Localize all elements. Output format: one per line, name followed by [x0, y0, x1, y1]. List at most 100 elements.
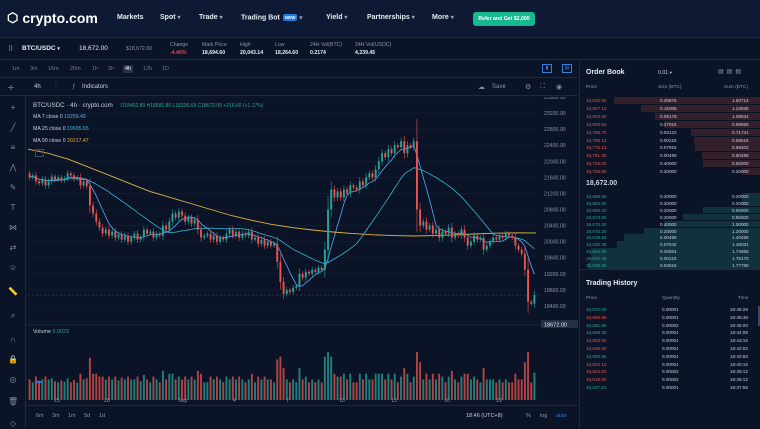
- ask-row[interactable]: 18,708.80 0.20000 0.20000: [580, 168, 760, 176]
- trend-line-icon[interactable]: ╱: [10, 123, 16, 132]
- trade-row[interactable]: 18,672.00 0.00001 18:46:29: [580, 306, 760, 313]
- nav-spot[interactable]: Spot ▾: [160, 14, 181, 21]
- bid-row[interactable]: 18,670.20 0.40000 1.00000: [580, 220, 760, 228]
- candles-icon[interactable]: ⫶: [55, 83, 57, 90]
- indicators-icon[interactable]: ƒ: [72, 83, 76, 90]
- tf-12h[interactable]: 12h: [143, 66, 153, 72]
- tf-20m[interactable]: 20m: [70, 66, 81, 72]
- precision-selector[interactable]: 0.01 ▾: [658, 70, 672, 76]
- grid-icon[interactable]: ⠿: [8, 46, 14, 53]
- depth-view-icon[interactable]: ▤: [562, 64, 572, 73]
- trade-price: 18,618.60: [586, 377, 607, 383]
- bid-row[interactable]: 18,620.38 0.07542 1.48031: [580, 241, 760, 248]
- nav-yield[interactable]: Yield ▾: [326, 14, 348, 21]
- percent-toggle[interactable]: %: [526, 413, 531, 419]
- ask-row[interactable]: 18,803.60 0.09179 1.08834: [580, 112, 760, 120]
- ask-row[interactable]: 18,775.12 0.07916 0.68403: [580, 144, 760, 152]
- collapse-icon[interactable]: ◇: [9, 419, 17, 428]
- collapse-legend-icon[interactable]: ⌃: [35, 149, 44, 157]
- ask-row[interactable]: 18,799.70 0.03123 0.71741: [580, 128, 760, 136]
- trade-row[interactable]: 18,681.86 0.00002 18:45:00: [580, 322, 760, 329]
- brush-icon[interactable]: ✎: [9, 183, 17, 192]
- bid-row[interactable]: 18,670.20 0.20000 1.20000: [580, 227, 760, 235]
- text-icon[interactable]: T: [10, 203, 16, 212]
- price-chart[interactable]: 23600.00 23200.00 22800.00 22400.00 22000.00…: [26, 97, 578, 405]
- trash-icon[interactable]: 🗑: [8, 397, 19, 406]
- trade-row[interactable]: 18,622.10 0.00001 18:40:16: [580, 361, 760, 368]
- measure-icon[interactable]: ⋈: [9, 223, 17, 232]
- brand-logo[interactable]: ⬡ crypto.com: [7, 10, 98, 26]
- volume-bar: [225, 376, 228, 400]
- bid-row[interactable]: 18,588.80 0.02616 1.77786: [580, 262, 760, 269]
- magnet-icon[interactable]: ∩: [10, 335, 16, 344]
- nav-markets[interactable]: Markets: [117, 14, 144, 21]
- bid-row[interactable]: 18,594.59 0.26924 1.74955: [580, 248, 760, 255]
- pattern-icon[interactable]: ⋀: [9, 163, 17, 172]
- refer-button[interactable]: Refer and Get $2,000: [473, 12, 535, 26]
- tf-1m[interactable]: 1m: [12, 66, 20, 72]
- tf-1h[interactable]: 1h: [92, 66, 99, 72]
- trade-row[interactable]: 18,650.86 0.00001 18:40:50: [580, 353, 760, 360]
- trade-row[interactable]: 18,660.56 0.00001 18:45:46: [580, 314, 760, 321]
- log-toggle[interactable]: log: [540, 413, 548, 419]
- lock-icon[interactable]: 🔒: [8, 355, 18, 364]
- trade-row[interactable]: 18,618.60 0.00002 18:38:12: [580, 376, 760, 383]
- auto-toggle[interactable]: auto: [556, 413, 567, 419]
- range-1m[interactable]: 1m: [68, 413, 76, 419]
- candle-body: [457, 233, 460, 236]
- fib-icon[interactable]: ≡: [10, 143, 16, 152]
- bid-row[interactable]: 18,684.60 0.20000 0.20000: [580, 199, 760, 207]
- settings-icon[interactable]: ⚙: [525, 84, 532, 91]
- bid-row[interactable]: 18,639.93 0.00489 1.40489: [580, 234, 760, 241]
- candle-body: [466, 237, 469, 246]
- bid-row[interactable]: 18,686.50 0.20000 0.20000: [580, 193, 760, 200]
- tf-2h[interactable]: 2h: [108, 66, 115, 72]
- forecast-icon[interactable]: ⇄: [9, 243, 17, 252]
- ask-row[interactable]: 18,722.00 0.40000 0.60000: [580, 160, 760, 168]
- trade-row[interactable]: 18,668.30 0.00001 18:44:08: [580, 329, 760, 336]
- nav-partnerships[interactable]: Partnerships ▾: [367, 14, 415, 21]
- ask-row[interactable]: 18,800.91 0.27916 0.99655: [580, 120, 760, 128]
- tf-1d[interactable]: 1D: [162, 66, 170, 72]
- volume-bar: [165, 379, 168, 400]
- tf-3m[interactable]: 3m: [30, 66, 38, 72]
- save-button[interactable]: Save: [492, 84, 506, 90]
- bid-row[interactable]: 18,680.20 0.20000 0.60000: [580, 206, 760, 214]
- candlestick-view-icon[interactable]: ▮: [542, 64, 552, 73]
- ask-row[interactable]: 18,810.80 0.26876 1.50714: [580, 97, 760, 104]
- indicators-button[interactable]: Indicators: [82, 84, 109, 90]
- ruler-icon[interactable]: 📏: [8, 287, 18, 296]
- trade-row[interactable]: 18,637.51 0.00001 18:37:55: [580, 384, 760, 391]
- range-5d[interactable]: 5d: [84, 413, 91, 419]
- ask-row[interactable]: 18,751.30 0.00489 0.60489: [580, 152, 760, 160]
- orderbook-view-icons[interactable]: ▤▤▤: [718, 69, 745, 75]
- emoji-icon[interactable]: ☺: [8, 263, 18, 272]
- camera-icon[interactable]: ◉: [556, 84, 563, 91]
- bid-sum: 0.80000: [732, 214, 749, 220]
- scrollbar[interactable]: [758, 306, 760, 326]
- trade-row[interactable]: 18,653.80 0.00001 18:43:16: [580, 337, 760, 344]
- ask-row[interactable]: 18,807.10 0.15006 1.23838: [580, 104, 760, 112]
- range-3m[interactable]: 3m: [52, 413, 60, 419]
- cloud-icon[interactable]: ☁: [478, 84, 485, 91]
- pair-selector[interactable]: BTC/USDC ▾: [22, 45, 60, 52]
- ask-row[interactable]: 18,798.12 0.00215 0.68618: [580, 136, 760, 144]
- fullscreen-icon[interactable]: ⛶: [540, 83, 545, 90]
- range-1d[interactable]: 1d: [99, 413, 106, 419]
- nav-more[interactable]: More ▾: [432, 14, 454, 21]
- cursor-icon[interactable]: +: [10, 103, 16, 112]
- volume-bar: [200, 373, 202, 400]
- interval-selector[interactable]: 4h: [34, 84, 41, 90]
- tf-15m[interactable]: 15m: [48, 66, 59, 72]
- bid-row[interactable]: 18,673.90 0.20000 0.80000: [580, 213, 760, 221]
- nav-trade[interactable]: Trade ▾: [199, 14, 223, 21]
- bid-row[interactable]: 18,592.46 0.00215 1.75170: [580, 255, 760, 262]
- crosshair-icon[interactable]: ✛: [8, 85, 14, 92]
- trade-row[interactable]: 18,624.63 0.00002 18:39:12: [580, 368, 760, 375]
- range-6m[interactable]: 6m: [36, 413, 44, 419]
- tf-4h[interactable]: 4h: [123, 65, 134, 73]
- zoom-icon[interactable]: ⌕: [10, 311, 16, 320]
- nav-trading-bot[interactable]: Trading Bot NEW ▾: [241, 14, 303, 22]
- trade-row[interactable]: 18,646.60 0.00001 18:42:02: [580, 345, 760, 352]
- eye-icon[interactable]: ◎: [9, 375, 17, 384]
